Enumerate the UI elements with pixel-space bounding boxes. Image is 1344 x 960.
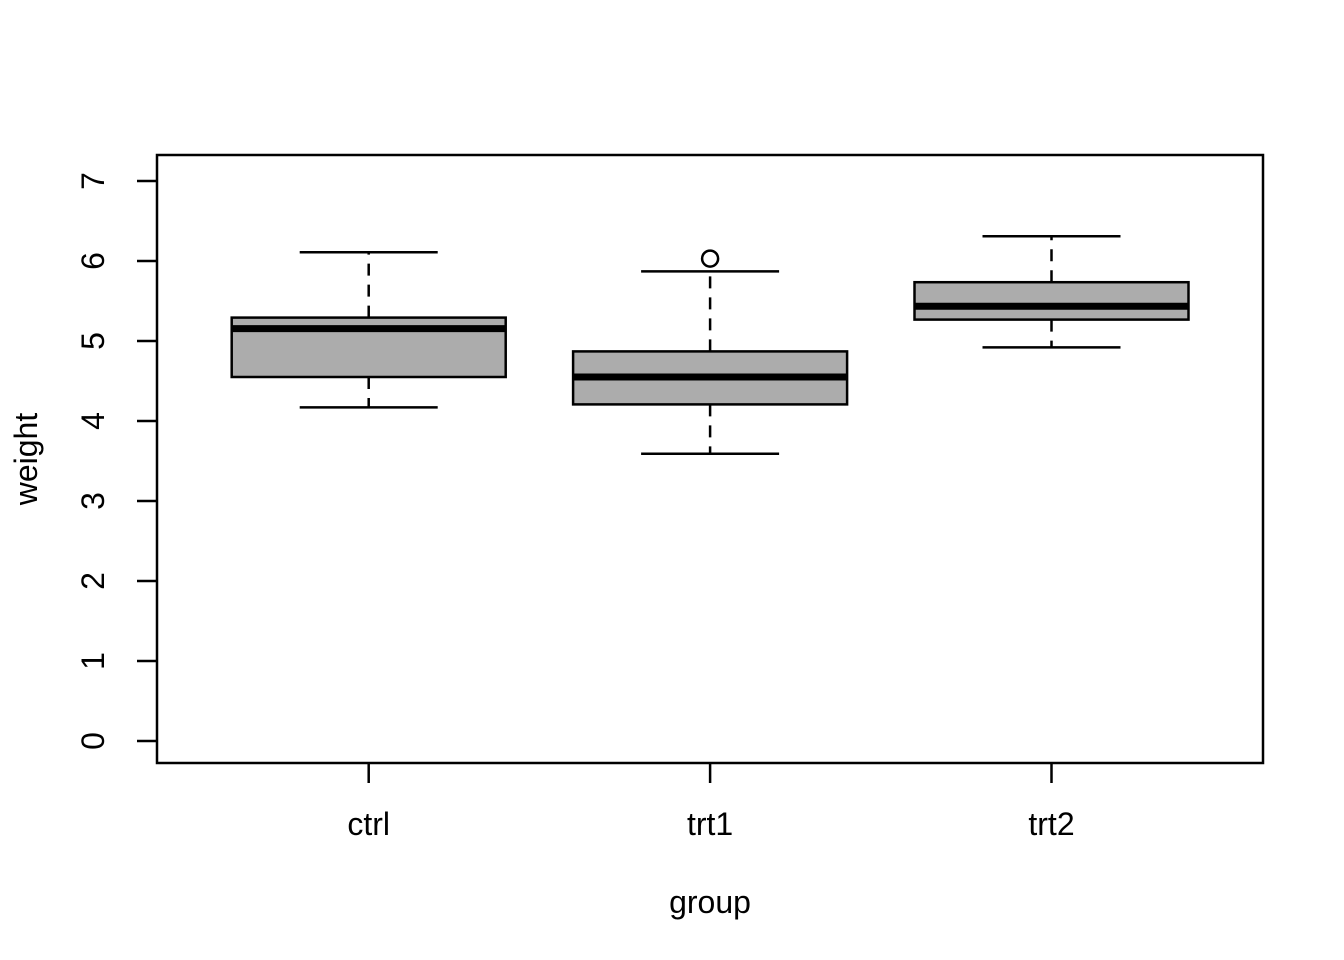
- y-tick-label: 3: [75, 492, 111, 510]
- y-axis-title: weight: [8, 413, 44, 507]
- iqr-box: [913, 280, 1190, 321]
- y-tick-label: 6: [75, 252, 111, 270]
- outlier-point: [700, 249, 720, 268]
- x-tick-label: ctrl: [347, 806, 390, 842]
- y-tick-label: 2: [75, 572, 111, 590]
- box-group-ctrl: [230, 250, 507, 409]
- x-tick-label: trt2: [1028, 806, 1074, 842]
- y-tick-label: 1: [75, 652, 111, 670]
- y-tick-label: 4: [75, 412, 111, 430]
- x-tick-label: trt1: [687, 806, 733, 842]
- y-axis: 0 1 2 3 4 5 6 7: [75, 172, 157, 750]
- y-tick-label: 0: [75, 732, 111, 750]
- box-group-trt2: [913, 234, 1190, 349]
- x-axis-title: group: [669, 884, 751, 920]
- x-axis: ctrl trt1 trt2: [347, 763, 1075, 842]
- y-tick-label: 5: [75, 332, 111, 350]
- box-group-trt1: [571, 249, 849, 456]
- boxes: [230, 234, 1190, 456]
- y-tick-label: 7: [75, 172, 111, 190]
- plot-border: [155, 153, 1265, 765]
